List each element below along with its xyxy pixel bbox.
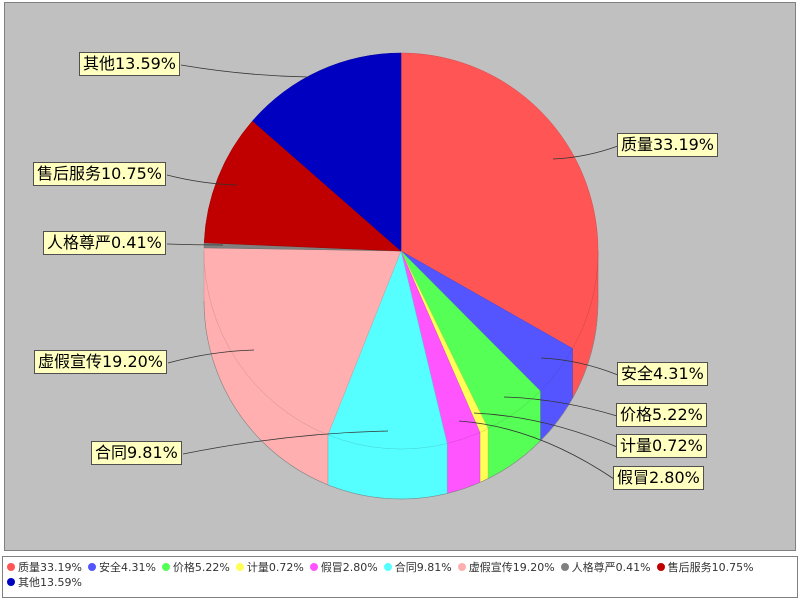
leader-line-2 <box>540 357 619 376</box>
legend-label: 人格尊严0.41% <box>571 561 651 574</box>
legend-item-3: 价格5.22% <box>161 560 230 575</box>
legend-swatch-icon <box>457 563 466 571</box>
callout-label-9: 售后服务10.75% <box>33 162 167 186</box>
legend-label: 计量0.72% <box>246 561 304 574</box>
callout-label-6: 合同9.81% <box>91 441 182 465</box>
pie-side-walls <box>203 250 599 500</box>
legend-label: 售后服务10.75% <box>667 561 754 574</box>
pie-chart <box>166 52 619 500</box>
legend-swatch-icon <box>7 563 15 571</box>
legend-label: 假冒2.80% <box>320 561 378 574</box>
legend-label: 价格5.22% <box>172 561 230 574</box>
callout-label-10: 其他13.59% <box>79 52 181 76</box>
legend-item-10: 其他13.59% <box>7 575 82 590</box>
leader-line-8 <box>166 243 224 246</box>
legend-swatch-icon <box>560 563 569 571</box>
legend-label: 合同9.81% <box>394 561 452 574</box>
leader-line-3 <box>503 396 618 417</box>
pie-slice-10 <box>252 52 402 252</box>
leader-line-5 <box>458 420 615 480</box>
legend-item-2: 安全4.31% <box>87 560 156 575</box>
callout-label-5: 假冒2.80% <box>613 466 704 490</box>
callout-label-7: 虚假宣传19.20% <box>34 350 168 374</box>
legend: 质量33.19% 安全4.31% 价格5.22% 计量0.72% 假冒2.80% 合同9.… <box>2 556 798 598</box>
legend-item-9: 售后服务10.75% <box>656 560 754 575</box>
legend-label: 安全4.31% <box>98 561 156 574</box>
legend-item-6: 合同9.81% <box>383 560 452 575</box>
callout-label-1: 质量33.19% <box>617 133 719 157</box>
pie-slice-7 <box>203 247 402 436</box>
callout-label-2: 安全4.31% <box>617 362 708 386</box>
legend-item-1: 质量33.19% <box>7 560 82 575</box>
pie-slice-1 <box>400 52 599 349</box>
legend-label: 质量33.19% <box>18 561 82 574</box>
pie-side-4 <box>479 428 489 483</box>
legend-swatch-icon <box>309 563 318 571</box>
leader-lines <box>166 64 619 480</box>
legend-swatch-icon <box>7 578 15 586</box>
leader-line-10 <box>180 64 309 78</box>
leader-line-6 <box>182 430 389 455</box>
leader-line-1 <box>552 145 619 160</box>
legend-item-8: 人格尊严0.41% <box>560 560 651 575</box>
legend-item-5: 假冒2.80% <box>309 560 378 575</box>
pie-top-faces <box>203 52 599 450</box>
pie-slice-9 <box>203 120 402 252</box>
callout-label-8: 人格尊严0.41% <box>43 231 166 255</box>
leader-line-9 <box>166 174 238 186</box>
legend-item-4: 计量0.72% <box>235 560 304 575</box>
legend-swatch-icon <box>383 563 392 571</box>
legend-label: 虚假宣传19.20% <box>468 561 555 574</box>
legend-swatch-icon <box>87 563 96 571</box>
legend-swatch-icon <box>656 563 665 571</box>
legend-swatch-icon <box>161 563 170 571</box>
callout-label-4: 计量0.72% <box>616 434 707 458</box>
pie-rim <box>203 300 599 500</box>
leader-line-7 <box>167 349 255 364</box>
legend-label: 其他13.59% <box>18 576 82 589</box>
callout-label-3: 价格5.22% <box>616 403 707 427</box>
legend-item-7: 虚假宣传19.20% <box>457 560 555 575</box>
legend-swatch-icon <box>235 563 244 571</box>
pie-slice-6 <box>327 250 448 450</box>
leader-line-4 <box>473 412 618 448</box>
